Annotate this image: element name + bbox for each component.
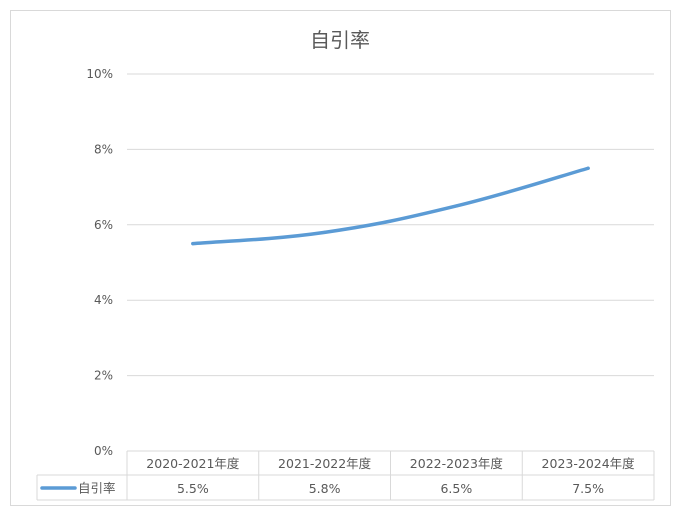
x-category-label: 2022-2023年度 <box>410 456 504 471</box>
data-table: 2020-2021年度 2021-2022年度 2022-2023年度 2023-20… <box>36 451 655 501</box>
x-category-label: 2020-2021年度 <box>146 456 240 471</box>
series-layer <box>191 166 590 246</box>
data-table-value: 7.5% <box>572 481 604 496</box>
chart-title: 自引率 <box>310 28 370 52</box>
data-point <box>454 204 458 208</box>
y-tick-label: 4% <box>94 293 113 307</box>
y-tick-label: 8% <box>94 142 113 156</box>
x-category-label: 2023-2024年度 <box>542 456 636 471</box>
data-point <box>586 166 590 170</box>
x-category-label: 2021-2022年度 <box>278 456 372 471</box>
y-tick-label: 6% <box>94 218 113 232</box>
data-point <box>191 242 195 246</box>
data-table-value: 5.8% <box>309 481 341 496</box>
series-line-自引率 <box>191 166 590 246</box>
y-axis-ticks: 0% 2% 4% 6% 8% 10% <box>86 67 113 458</box>
y-tick-label: 2% <box>94 369 113 383</box>
chart-frame <box>10 10 671 506</box>
gridlines <box>127 73 654 452</box>
y-tick-label: 0% <box>94 444 113 458</box>
data-table-value: 6.5% <box>440 481 472 496</box>
legend-label: 自引率 <box>78 481 116 496</box>
y-tick-label: 10% <box>86 67 113 81</box>
data-point <box>323 230 327 234</box>
data-table-value: 5.5% <box>177 481 209 496</box>
